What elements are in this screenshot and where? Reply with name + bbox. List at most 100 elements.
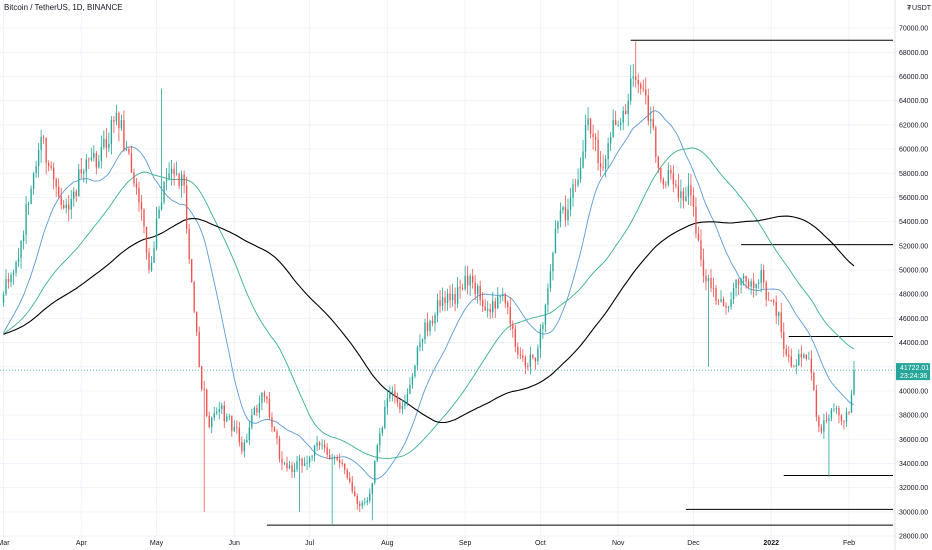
candle-body (5, 279, 7, 295)
candle-body (527, 366, 529, 367)
candle-body (476, 285, 479, 295)
candle-body (328, 455, 331, 460)
candle-body (130, 153, 133, 173)
candle-body (311, 456, 313, 458)
candle-body (298, 458, 301, 462)
candle-body (296, 461, 298, 470)
candle-body (165, 179, 168, 182)
candle-body (228, 415, 230, 417)
x-tick-label: Dec (687, 540, 700, 547)
candle-body (180, 174, 183, 186)
candle-body (537, 348, 539, 362)
candle-body (75, 191, 77, 197)
candle-body (604, 158, 607, 169)
candle-body (592, 133, 594, 137)
candle-body (331, 457, 333, 460)
candle-body (790, 356, 792, 367)
candle-body (471, 276, 474, 283)
candle-body (386, 398, 389, 407)
candle-body (321, 444, 323, 446)
candle-body (263, 392, 266, 397)
candle-body (369, 493, 371, 501)
currency-prefix: ₮ (907, 5, 912, 12)
y-tick-label: 30000.00 (899, 509, 928, 516)
candle-body (17, 257, 20, 262)
candle-body (650, 118, 652, 122)
candle-body (278, 438, 281, 459)
candle-body (379, 433, 381, 446)
candle-body (374, 461, 376, 483)
candle-body (469, 276, 471, 286)
candle-body (52, 167, 55, 180)
y-tick-label: 44000.00 (899, 340, 928, 347)
candle-body (85, 159, 87, 172)
candle-body (715, 288, 717, 302)
candle-body (12, 272, 15, 275)
candle-body (394, 391, 396, 397)
candle-body (762, 270, 765, 283)
candle-body (594, 137, 597, 140)
candle-body (446, 293, 449, 303)
candle-body (835, 408, 838, 410)
candle-body (750, 281, 752, 287)
candle-body (73, 191, 75, 199)
candle-body (487, 308, 489, 311)
y-tick-label: 62000.00 (899, 122, 928, 129)
candle-body (459, 287, 461, 289)
y-tick-label: 36000.00 (899, 437, 928, 444)
currency-label[interactable]: USDT (912, 5, 932, 12)
candle-body (700, 240, 702, 260)
candle-body (813, 372, 815, 391)
candle-body (795, 365, 797, 367)
candle-body (25, 204, 27, 236)
y-tick-label: 48000.00 (899, 292, 928, 299)
candle-body (22, 235, 25, 242)
candle-body (692, 195, 695, 207)
symbol-title[interactable]: Bitcoin / TetherUS, 1D, BINANCE (4, 3, 123, 12)
candle-body (627, 100, 629, 114)
candle-body (840, 415, 843, 422)
candle-body (120, 120, 123, 129)
candle-body (512, 324, 514, 329)
x-tick-label: May (150, 540, 164, 547)
candle-body (640, 84, 642, 89)
y-tick-label: 64000.00 (899, 98, 928, 105)
candle-body (657, 156, 659, 169)
candle-body (178, 173, 180, 186)
candle-body (667, 169, 670, 185)
candle-body (662, 179, 665, 185)
candle-body (399, 402, 401, 410)
candle-body (760, 270, 762, 283)
candle-body (597, 139, 599, 164)
y-tick-label: 56000.00 (899, 195, 928, 202)
candle-body (55, 179, 57, 187)
candle-body (113, 120, 115, 122)
candle-body (185, 185, 188, 230)
candle-body (201, 366, 203, 390)
candle-body (735, 279, 737, 289)
candle-body (622, 110, 624, 123)
candle-body (589, 118, 592, 134)
candle-body (562, 207, 564, 211)
candle-body (58, 186, 60, 197)
candle-body (682, 191, 685, 201)
candle-body (236, 427, 238, 428)
candle-body (354, 491, 356, 497)
candle-body (30, 188, 32, 205)
candle-body (419, 342, 421, 348)
candle-body (587, 118, 589, 125)
candle-body (223, 405, 225, 422)
candle-body (805, 354, 808, 359)
candle-body (564, 207, 567, 221)
candle-body (680, 191, 682, 198)
candle-body (409, 384, 411, 394)
candle-body (798, 354, 800, 366)
candle-body (529, 354, 532, 367)
candle-body (10, 274, 12, 283)
y-tick-label: 70000.00 (899, 26, 928, 33)
candle-body (484, 306, 486, 311)
candle-body (364, 502, 366, 504)
time-axis[interactable]: Mar Apr May Jun Jul Aug Sep Oct Nov Dec 2022 Feb (0, 540, 855, 547)
candle-body (301, 458, 303, 466)
